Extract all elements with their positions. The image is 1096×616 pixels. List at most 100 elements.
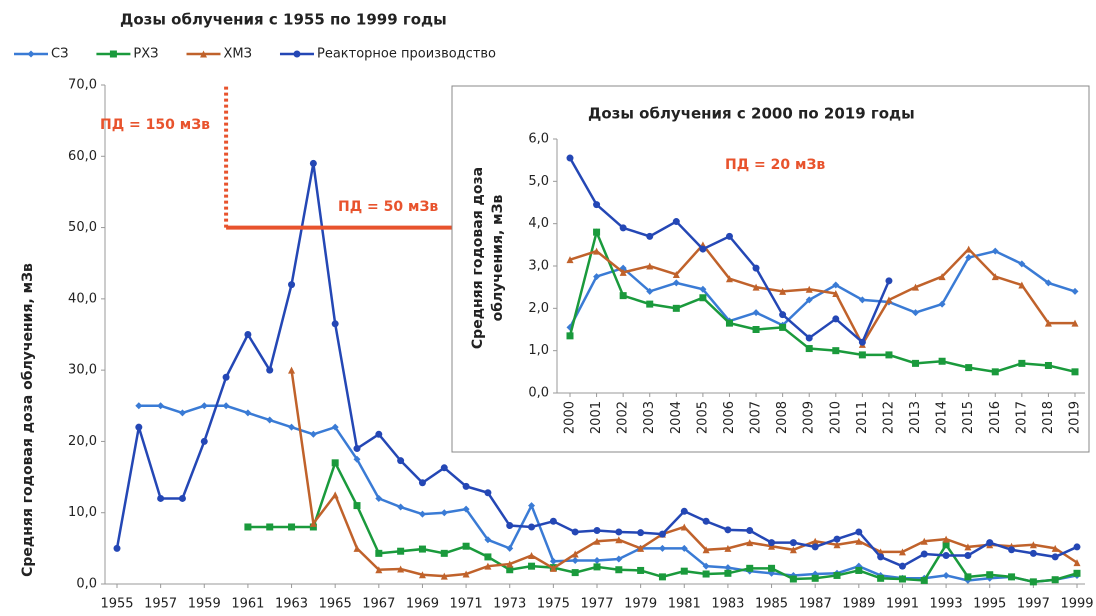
marker — [113, 544, 121, 552]
marker — [244, 409, 252, 417]
marker — [615, 566, 623, 574]
marker — [789, 575, 797, 583]
x-tick-label: 1959 — [188, 597, 221, 612]
x-tick-label: 1993 — [930, 597, 963, 612]
marker — [462, 542, 470, 550]
x-tick-label: 1979 — [624, 597, 657, 612]
marker — [991, 273, 999, 281]
marker — [135, 402, 143, 410]
marker — [920, 576, 928, 584]
marker — [1073, 559, 1081, 567]
marker — [375, 430, 383, 438]
marker — [991, 368, 999, 376]
marker — [288, 423, 296, 431]
marker — [484, 489, 492, 497]
marker — [680, 507, 688, 515]
marker — [440, 549, 448, 557]
marker — [942, 551, 950, 559]
marker — [157, 494, 165, 502]
series-line — [569, 242, 1075, 347]
marker — [789, 546, 797, 554]
marker — [353, 502, 361, 510]
y-tick-label: 20,0 — [68, 434, 97, 449]
marker — [752, 264, 760, 272]
x-tick-label: 2012 — [881, 401, 896, 434]
marker — [440, 509, 448, 517]
marker — [768, 542, 776, 550]
marker — [593, 527, 601, 535]
marker — [965, 364, 973, 372]
marker — [462, 505, 470, 513]
marker — [549, 517, 557, 525]
marker — [1018, 260, 1026, 268]
marker — [805, 334, 813, 342]
x-tick-label: 2003 — [642, 401, 657, 434]
y-tick-label: 2,0 — [528, 301, 549, 316]
marker — [418, 510, 426, 518]
marker — [1029, 549, 1037, 557]
marker — [637, 529, 645, 537]
marker — [484, 553, 492, 561]
annotation: ПД = 50 мЗв — [338, 199, 438, 215]
x-tick-label: 2000 — [563, 401, 578, 434]
marker — [858, 338, 866, 346]
marker — [309, 519, 317, 527]
y-tick-label: 5,0 — [528, 174, 549, 189]
inset-frame — [451, 85, 1090, 453]
marker — [746, 539, 754, 547]
marker — [699, 245, 707, 253]
x-tick-label: 1957 — [144, 597, 177, 612]
marker — [811, 543, 819, 551]
marker — [991, 247, 999, 255]
marker — [912, 359, 920, 367]
x-tick-label: 1973 — [493, 597, 526, 612]
marker — [912, 309, 920, 317]
marker — [942, 571, 950, 579]
marker — [832, 290, 840, 298]
marker — [898, 575, 906, 583]
inset-y-label: Средняя годовая доза — [470, 167, 486, 349]
marker — [288, 366, 296, 374]
marker — [288, 523, 296, 531]
y-tick-label: 0,0 — [528, 386, 549, 401]
marker — [549, 557, 557, 565]
y-tick-label: 4,0 — [528, 216, 549, 231]
marker — [885, 277, 893, 285]
marker — [506, 522, 514, 530]
marker — [1044, 319, 1052, 327]
marker — [646, 232, 654, 240]
marker — [702, 570, 710, 578]
marker — [833, 535, 841, 543]
x-tick-label: 2011 — [855, 401, 870, 434]
marker — [440, 572, 448, 580]
marker — [964, 551, 972, 559]
x-tick-label: 1965 — [319, 597, 352, 612]
marker — [418, 479, 426, 487]
marker — [244, 331, 252, 338]
marker — [178, 494, 186, 502]
legend-label: ХМЗ — [224, 47, 252, 62]
marker — [615, 536, 623, 544]
marker — [702, 562, 710, 570]
marker — [571, 528, 579, 536]
marker — [833, 541, 841, 549]
marker — [1051, 553, 1059, 561]
marker — [619, 224, 627, 232]
marker — [702, 517, 710, 525]
series-line — [568, 228, 1076, 374]
marker — [593, 201, 601, 209]
marker — [986, 539, 994, 547]
marker — [157, 402, 165, 410]
y-tick-label: 10,0 — [68, 505, 97, 520]
y-tick-label: 1,0 — [528, 343, 549, 358]
y-tick-label: 30,0 — [68, 363, 97, 378]
marker — [528, 523, 536, 531]
x-tick-label: 2019 — [1068, 401, 1083, 434]
marker — [752, 326, 760, 333]
x-tick-label: 2015 — [961, 401, 976, 434]
marker — [506, 566, 514, 574]
x-tick-label: 1997 — [1017, 597, 1050, 612]
marker — [331, 423, 339, 431]
y-tick-label: 50,0 — [68, 220, 97, 235]
x-tick-label: 1991 — [886, 597, 919, 612]
